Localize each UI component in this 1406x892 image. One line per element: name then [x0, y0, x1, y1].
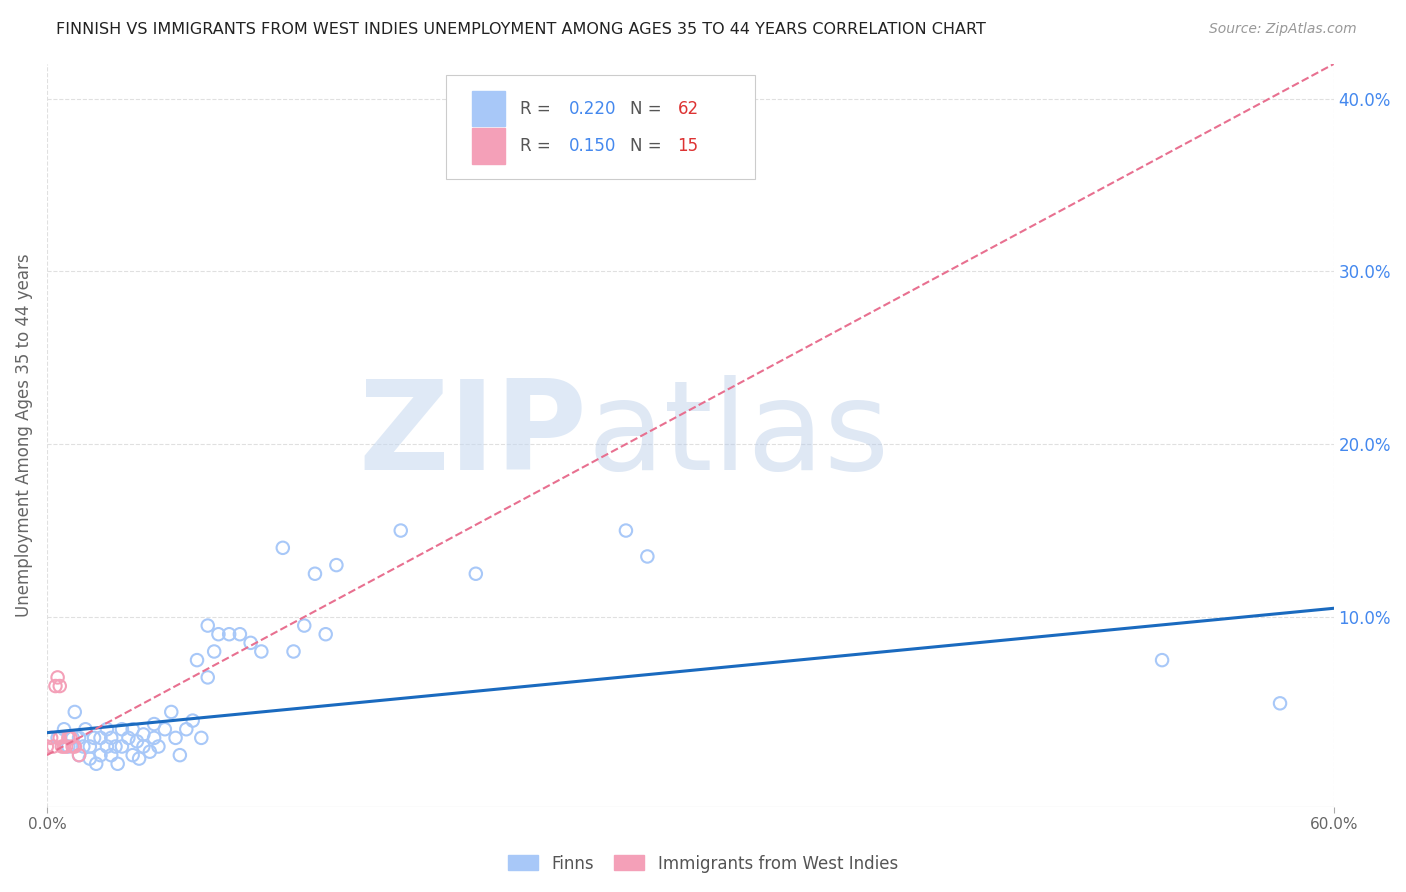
Text: atlas: atlas — [588, 375, 890, 496]
Point — [100, 731, 122, 745]
Text: N =: N = — [630, 100, 666, 118]
Point — [89, 748, 111, 763]
Point — [58, 731, 80, 745]
Point — [636, 549, 658, 564]
Point — [304, 566, 326, 581]
Point — [117, 731, 139, 745]
Point — [1268, 696, 1291, 710]
Point — [44, 679, 66, 693]
Text: 0.150: 0.150 — [569, 136, 617, 155]
Point — [49, 679, 72, 693]
Point — [165, 731, 187, 745]
Point — [46, 670, 69, 684]
Point — [79, 739, 101, 754]
Point — [121, 748, 143, 763]
Point — [202, 644, 225, 658]
Point — [160, 705, 183, 719]
Point — [96, 739, 118, 754]
Point — [128, 751, 150, 765]
Point — [53, 723, 76, 737]
Point — [84, 756, 107, 771]
Point — [271, 541, 294, 555]
Point — [148, 739, 170, 754]
Point — [111, 739, 134, 754]
Point — [67, 731, 90, 745]
Point — [197, 670, 219, 684]
Point — [49, 731, 72, 745]
Point — [67, 748, 90, 763]
Point — [143, 717, 166, 731]
Point — [186, 653, 208, 667]
Point — [283, 644, 305, 658]
Point — [58, 739, 80, 754]
FancyBboxPatch shape — [446, 75, 755, 179]
Point — [174, 723, 197, 737]
Point — [62, 739, 84, 754]
Point — [125, 734, 148, 748]
Point — [96, 723, 118, 737]
Point — [83, 731, 105, 745]
Legend: Finns, Immigrants from West Indies: Finns, Immigrants from West Indies — [502, 848, 904, 880]
Point — [143, 731, 166, 745]
Point — [67, 748, 90, 763]
Point — [229, 627, 252, 641]
Point — [325, 558, 347, 573]
Text: 0.220: 0.220 — [569, 100, 617, 118]
Point — [89, 731, 111, 745]
Point — [614, 524, 637, 538]
Text: ZIP: ZIP — [359, 375, 588, 496]
Point — [42, 739, 65, 754]
Point — [46, 731, 69, 745]
Point — [62, 731, 84, 745]
Point — [111, 723, 134, 737]
Point — [100, 748, 122, 763]
Point — [139, 745, 162, 759]
Point — [63, 739, 86, 754]
Y-axis label: Unemployment Among Ages 35 to 44 years: Unemployment Among Ages 35 to 44 years — [15, 253, 32, 617]
Point — [197, 618, 219, 632]
Point — [51, 739, 73, 754]
Point — [55, 739, 77, 754]
Text: R =: R = — [520, 100, 557, 118]
Point — [153, 723, 176, 737]
Point — [207, 627, 229, 641]
FancyBboxPatch shape — [471, 91, 505, 127]
Point — [35, 739, 58, 754]
Point — [79, 751, 101, 765]
Text: Source: ZipAtlas.com: Source: ZipAtlas.com — [1209, 22, 1357, 37]
Point — [53, 739, 76, 754]
Point — [315, 627, 337, 641]
Point — [389, 524, 412, 538]
Point — [132, 727, 155, 741]
Point — [107, 756, 129, 771]
FancyBboxPatch shape — [471, 128, 505, 163]
Point — [75, 723, 97, 737]
Point — [169, 748, 191, 763]
Point — [63, 705, 86, 719]
Point — [250, 644, 273, 658]
Point — [218, 627, 240, 641]
Text: R =: R = — [520, 136, 557, 155]
Point — [39, 731, 62, 745]
Point — [121, 723, 143, 737]
Point — [104, 739, 127, 754]
Point — [239, 636, 262, 650]
Point — [190, 731, 212, 745]
Text: 62: 62 — [678, 100, 699, 118]
Text: FINNISH VS IMMIGRANTS FROM WEST INDIES UNEMPLOYMENT AMONG AGES 35 TO 44 YEARS CO: FINNISH VS IMMIGRANTS FROM WEST INDIES U… — [56, 22, 986, 37]
Point — [1152, 653, 1174, 667]
Text: 15: 15 — [678, 136, 699, 155]
Point — [59, 731, 82, 745]
Point — [292, 618, 315, 632]
Text: N =: N = — [630, 136, 666, 155]
Point — [72, 739, 94, 754]
Point — [181, 714, 204, 728]
Point — [132, 739, 155, 754]
Point — [464, 566, 486, 581]
